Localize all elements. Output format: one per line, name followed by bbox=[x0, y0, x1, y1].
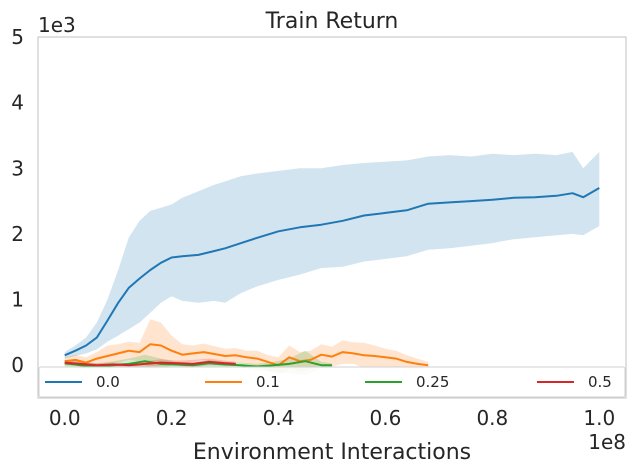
x-tick-label: 1.0 bbox=[583, 406, 615, 430]
x-tick-label: 0.2 bbox=[156, 406, 188, 430]
y-scale-label: 1e3 bbox=[38, 13, 76, 37]
y-axis-ticks: 0 1 2 3 4 5 bbox=[11, 25, 24, 377]
y-tick-label: 3 bbox=[11, 156, 24, 180]
x-axis-ticks: 0.0 0.2 0.4 0.6 0.8 1.0 bbox=[49, 406, 615, 430]
series-0.1-line bbox=[64, 343, 429, 367]
y-tick-label: 2 bbox=[11, 222, 24, 246]
legend-label: 0.5 bbox=[588, 373, 612, 391]
legend-label: 0.0 bbox=[96, 373, 120, 391]
plot-background bbox=[37, 36, 627, 399]
y-tick-label: 1 bbox=[11, 288, 24, 312]
x-axis-title: Environment Interactions bbox=[193, 440, 471, 465]
x-tick-label: 0.6 bbox=[370, 406, 402, 430]
x-scale-label: 1e8 bbox=[588, 430, 626, 454]
series-0.0-line bbox=[64, 187, 600, 357]
legend-label: 0.1 bbox=[256, 373, 280, 391]
x-tick-label: 0.8 bbox=[476, 406, 508, 430]
x-tick-label: 0.0 bbox=[49, 406, 81, 430]
x-tick-label: 0.4 bbox=[263, 406, 295, 430]
y-tick-label: 5 bbox=[11, 25, 24, 49]
series-0.1-band bbox=[64, 319, 429, 375]
chart-title: Train Return bbox=[265, 9, 399, 34]
y-tick-label: 4 bbox=[11, 91, 24, 115]
legend-box bbox=[38, 366, 626, 398]
legend-label: 0.25 bbox=[416, 373, 449, 391]
y-tick-label: 0 bbox=[11, 353, 24, 377]
series-lines bbox=[64, 187, 600, 368]
series-0.0-band bbox=[64, 151, 600, 359]
series-0.5-line bbox=[64, 360, 236, 367]
legend: 0.0 0.1 0.25 0.5 bbox=[38, 366, 626, 398]
